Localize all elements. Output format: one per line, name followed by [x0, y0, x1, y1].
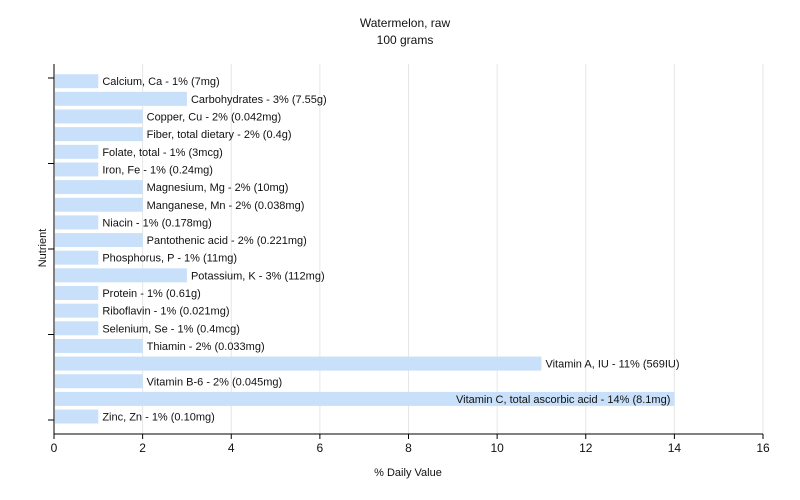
- bar: [55, 409, 99, 424]
- axes: 0 2 4 6 8 10 12 14 16: [48, 64, 770, 455]
- bar: [55, 197, 143, 212]
- chart-subtitle: 100 grams: [377, 33, 434, 47]
- bar-label: Phosphorus, P - 1% (11mg): [102, 253, 237, 265]
- bar: [55, 374, 143, 389]
- chart-title: Watermelon, raw: [360, 16, 451, 30]
- bar: [55, 162, 99, 177]
- bar-label: Protein - 1% (0.61g): [102, 288, 200, 300]
- x-tick-label: 4: [228, 441, 235, 455]
- bar-label: Manganese, Mn - 2% (0.038mg): [147, 200, 305, 212]
- bar: [55, 233, 143, 248]
- y-axis-label: Nutrient: [37, 229, 49, 268]
- bar-label: Vitamin A, IU - 11% (569IU): [545, 359, 679, 371]
- bar-label: Riboflavin - 1% (0.021mg): [102, 306, 229, 318]
- bars: Calcium, Ca - 1% (7mg) Carbohydrates - 3%…: [55, 74, 680, 424]
- bar-label: Vitamin B-6 - 2% (0.045mg): [147, 376, 283, 388]
- bar: [55, 127, 143, 142]
- bar-label: Vitamin C, total ascorbic acid - 14% (8.…: [456, 394, 670, 406]
- x-tick-label: 14: [668, 441, 682, 455]
- grid-lines: [142, 64, 764, 434]
- bar-label: Selenium, Se - 1% (0.4mcg): [102, 323, 240, 335]
- x-tick-label: 12: [579, 441, 593, 455]
- bar-label: Folate, total - 1% (3mcg): [102, 147, 222, 159]
- bar: [55, 286, 99, 300]
- x-axis-label: % Daily Value: [374, 467, 442, 479]
- bar: [55, 74, 99, 89]
- bar-label: Fiber, total dietary - 2% (0.4g): [147, 129, 292, 141]
- bar-label: Iron, Fe - 1% (0.24mg): [102, 164, 213, 176]
- bar: [55, 338, 143, 353]
- bar-label: Carbohydrates - 3% (7.55g): [191, 94, 327, 106]
- bar-label: Pantothenic acid - 2% (0.221mg): [147, 235, 307, 247]
- bar: [55, 180, 143, 195]
- bar-label: Zinc, Zn - 1% (0.10mg): [102, 412, 214, 424]
- bar-label: Potassium, K - 3% (112mg): [191, 270, 325, 282]
- bar: [55, 303, 99, 318]
- bar-label: Magnesium, Mg - 2% (10mg): [147, 182, 289, 194]
- bar: [55, 356, 542, 371]
- bar: [55, 250, 99, 265]
- bar-label: Copper, Cu - 2% (0.042mg): [147, 112, 282, 124]
- x-tick-label: 0: [51, 441, 58, 455]
- bar-label: Thiamin - 2% (0.033mg): [147, 341, 265, 353]
- bar: [55, 109, 143, 124]
- bar: [55, 91, 187, 106]
- x-tick-label: 2: [139, 441, 146, 455]
- bar: [55, 144, 99, 159]
- bar: [55, 391, 675, 406]
- x-tick-label: 6: [317, 441, 324, 455]
- x-tick-label: 10: [490, 441, 504, 455]
- x-tick-label: 8: [405, 441, 412, 455]
- bar: [55, 215, 99, 230]
- bar-label: Niacin - 1% (0.178mg): [102, 217, 211, 229]
- bar-label: Calcium, Ca - 1% (7mg): [102, 76, 219, 88]
- x-tick-label: 16: [756, 441, 770, 455]
- bar: [55, 321, 99, 336]
- bar: [55, 268, 187, 283]
